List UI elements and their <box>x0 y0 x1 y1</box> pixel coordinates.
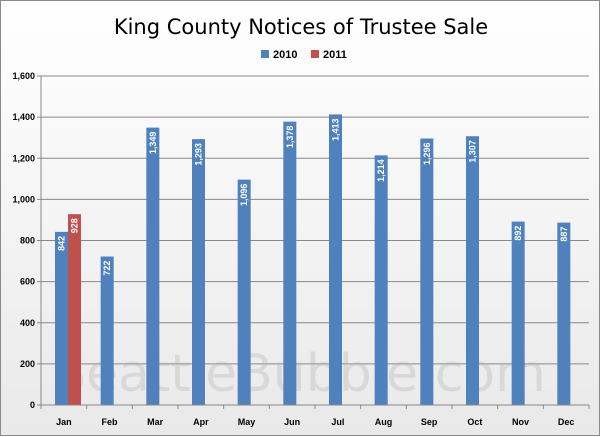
legend: 2010 2011 <box>261 49 347 61</box>
bar-2010-oct <box>466 136 479 406</box>
bar-2010-aug <box>374 155 388 405</box>
x-tick-label: May <box>238 417 256 427</box>
bar-2010-jun <box>283 121 297 406</box>
x-tick-label: Jul <box>331 417 344 427</box>
gridlines <box>41 75 589 406</box>
x-tick-label: Feb <box>101 417 118 427</box>
legend-swatch-2011 <box>311 50 319 58</box>
y-axis: 0 200 400 600 800 1,000 1,200 1,400 1,600 <box>12 71 42 410</box>
data-label: 1,413 <box>331 118 341 141</box>
legend-swatch-2010 <box>261 50 269 58</box>
x-tick-label: Nov <box>512 417 529 427</box>
x-tick-label: Oct <box>467 417 482 427</box>
y-tick-label: 1,400 <box>12 112 35 122</box>
data-label: 722 <box>102 261 112 276</box>
data-label: 1,214 <box>376 159 386 182</box>
y-tick-label: 400 <box>20 318 35 328</box>
data-label: 892 <box>513 226 523 241</box>
x-axis: Jan Feb Mar Apr May Jun Jul Aug Sep Oct Nov Dec <box>40 404 590 427</box>
x-tick-label: Aug <box>375 417 393 427</box>
data-label: 842 <box>57 236 67 251</box>
x-tick-label: Dec <box>558 417 575 427</box>
bar-2010-nov <box>511 221 525 405</box>
data-label: 1,307 <box>468 140 478 163</box>
x-tick-label: Jun <box>284 417 300 427</box>
data-label: 887 <box>559 227 569 242</box>
x-tick-label: Apr <box>193 417 209 427</box>
bar-2010-jul <box>329 114 342 405</box>
bar-2010-sep <box>420 138 434 405</box>
x-tick-label: Jan <box>56 417 72 427</box>
y-tick-label: 1,000 <box>12 194 35 204</box>
data-label: 1,296 <box>422 143 432 166</box>
y-tick-label: 1,200 <box>12 153 35 163</box>
data-label: 1,349 <box>148 132 158 155</box>
chart-title: King County Notices of Trustee Sale <box>114 15 488 39</box>
bar-2010-may <box>237 179 251 405</box>
data-label: 1,378 <box>285 126 295 149</box>
bar-2010-apr <box>192 139 205 405</box>
watermark-text: SeattleBubble.com <box>53 344 546 404</box>
bar-2010-jan <box>55 231 68 405</box>
bar-2011-jan <box>68 214 81 405</box>
data-label: 1,096 <box>239 184 249 207</box>
data-label: 1,293 <box>194 143 204 166</box>
legend-label-2011: 2011 <box>323 49 347 61</box>
y-tick-label: 200 <box>20 359 35 369</box>
data-label: 928 <box>70 218 80 233</box>
legend-label-2010: 2010 <box>273 49 297 61</box>
bar-2010-feb <box>100 256 114 405</box>
y-tick-label: 0 <box>30 400 35 410</box>
y-tick-label: 800 <box>20 236 35 246</box>
bar-2010-dec <box>557 222 571 405</box>
y-tick-label: 600 <box>20 277 35 287</box>
x-tick-label: Sep <box>421 417 438 427</box>
y-tick-label: 1,600 <box>12 71 35 81</box>
bar-2010-mar <box>146 127 160 405</box>
x-tick-label: Mar <box>147 417 164 427</box>
